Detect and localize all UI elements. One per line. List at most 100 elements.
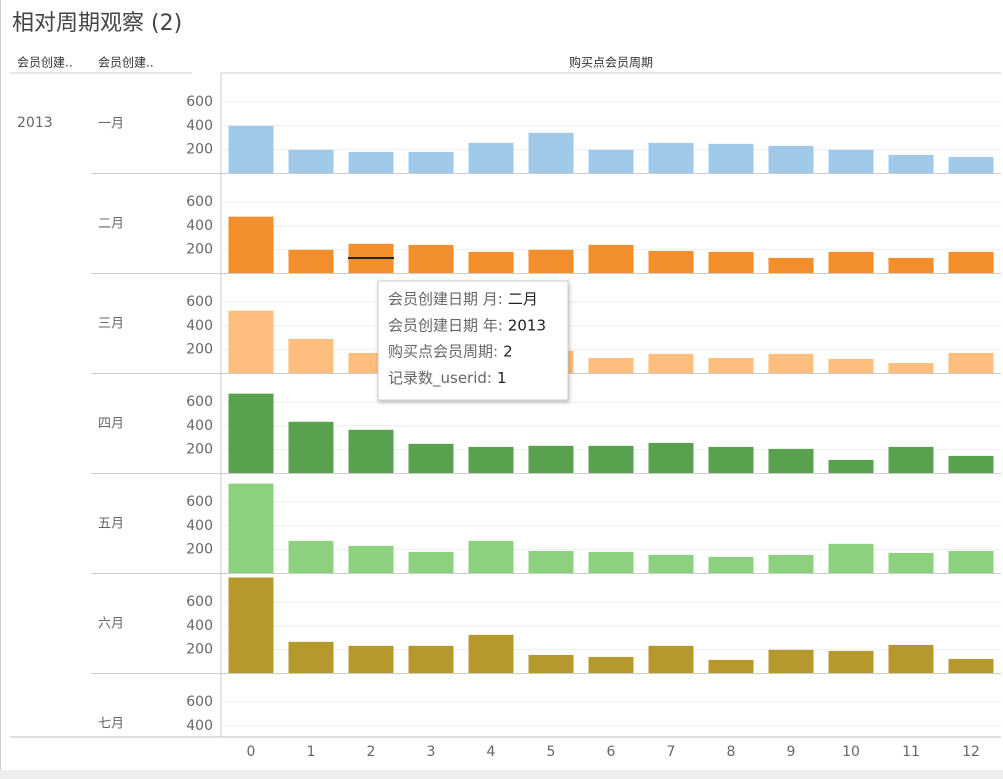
x-title: 购买点会员周期 (569, 55, 653, 70)
bar (228, 310, 274, 373)
bar (948, 658, 994, 673)
tooltip-value: 1 (497, 368, 507, 386)
tooltip-line: 记录数_userid: 1 (388, 368, 507, 387)
x-tick-label: 0 (247, 744, 256, 760)
bar (288, 641, 334, 673)
y-tick-label: 400 (186, 718, 213, 734)
bar (228, 216, 274, 273)
bar (828, 543, 874, 573)
bar (768, 257, 814, 273)
bar (408, 151, 454, 173)
bar (588, 357, 634, 373)
plot: 0 1 2 3 4 5 6 7 8 9 10 11 12200400600一月200400600二月20… (91, 94, 1001, 760)
bar (288, 421, 334, 473)
y-tick-label: 200 (186, 541, 213, 557)
bar (948, 251, 994, 273)
bar (768, 554, 814, 573)
bar (348, 645, 394, 673)
bar (528, 654, 574, 673)
bar (828, 358, 874, 373)
bar (228, 125, 274, 173)
panel: 200 400 600 (186, 294, 1001, 373)
x-tick-label: 6 (607, 744, 616, 760)
panel: 200 400 600 (186, 577, 1001, 673)
y-tick-label: 600 (186, 594, 213, 610)
bar (468, 251, 514, 273)
bar (708, 659, 754, 673)
tooltip-value: 二月 (508, 290, 538, 308)
bar (708, 446, 754, 473)
bar (408, 645, 454, 673)
bar (708, 556, 754, 573)
row-header: 会员创建.. (98, 56, 154, 70)
chart-title: 相对周期观察 (2) (12, 11, 182, 36)
tooltip-line: 会员创建日期 月: 二月 (388, 290, 538, 308)
y-tick-label: 200 (186, 741, 213, 757)
tooltip-label: 会员创建日期 月: (388, 290, 503, 308)
bar (828, 650, 874, 673)
bar (768, 448, 814, 473)
tooltip-line: 会员创建日期 年: 2013 (388, 316, 546, 334)
x-tick-label: 4 (487, 744, 496, 760)
tooltip-label: 会员创建日期 年: (388, 316, 503, 334)
bar (828, 149, 874, 173)
tooltip-value: 2 (503, 342, 513, 360)
tooltip-label: 购买点会员周期: (388, 342, 498, 360)
panel: 200 400 600 (186, 393, 1001, 473)
x-tick-label: 10 (842, 744, 860, 760)
x-tick-label: 5 (547, 744, 556, 760)
bar (528, 550, 574, 573)
year-label: 2013 (17, 115, 53, 131)
y-tick-label: 400 (186, 618, 213, 634)
bar (828, 459, 874, 473)
y-tick-label: 400 (186, 318, 213, 334)
x-tick-label: 12 (962, 744, 980, 760)
bar (708, 357, 754, 373)
bar (888, 644, 934, 673)
tooltip-label: 记录数_userid: (388, 368, 492, 387)
bar (648, 353, 694, 373)
bar (888, 552, 934, 573)
bar (528, 445, 574, 473)
y-tick-label: 400 (186, 118, 213, 134)
bar (588, 149, 634, 173)
y-tick-label: 400 (186, 218, 213, 234)
bar (648, 645, 694, 673)
bar (228, 393, 274, 473)
x-tick-label: 7 (667, 744, 676, 760)
row-label: 一月 (98, 117, 124, 132)
y-tick-label: 200 (186, 441, 213, 457)
bar (768, 649, 814, 673)
bar (348, 429, 394, 473)
y-tick-label: 600 (186, 694, 213, 710)
bar (348, 151, 394, 173)
panel: 200 400 600 (186, 94, 1001, 173)
row-header: 会员创建.. (17, 56, 73, 70)
bar (888, 446, 934, 473)
row-label: 四月 (98, 417, 124, 432)
bar (588, 551, 634, 573)
panel: 200 400 600 (186, 694, 1001, 757)
x-tick-label: 11 (902, 744, 920, 760)
bar (648, 250, 694, 273)
bar (228, 483, 274, 573)
x-tick-label: 1 (307, 744, 316, 760)
bar (948, 550, 994, 573)
y-tick-label: 600 (186, 94, 213, 110)
bar (948, 352, 994, 373)
bar (768, 145, 814, 173)
tooltip-box (377, 280, 569, 401)
y-tick-label: 600 (186, 194, 213, 210)
bar (348, 545, 394, 573)
bar (828, 251, 874, 273)
bar (648, 554, 694, 573)
y-tick-label: 200 (186, 341, 213, 357)
row-label: 六月 (98, 617, 124, 632)
row-label: 三月 (98, 317, 124, 332)
bar (648, 442, 694, 473)
bar (888, 257, 934, 273)
y-tick-label: 600 (186, 394, 213, 410)
bar (288, 249, 334, 273)
